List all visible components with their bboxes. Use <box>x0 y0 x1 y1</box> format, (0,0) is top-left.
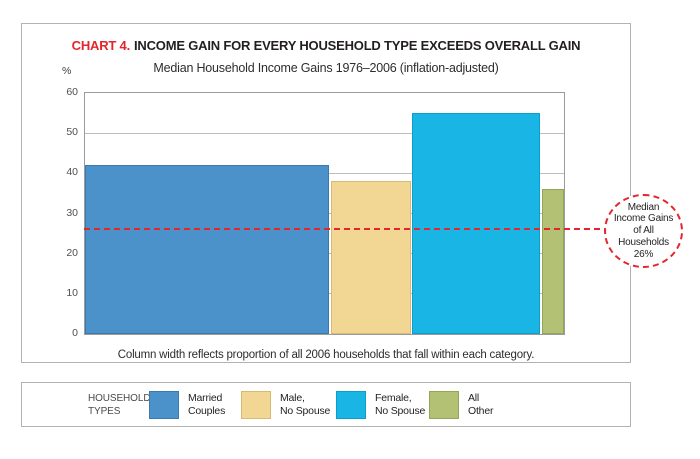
callout-line: Income Gains <box>613 213 674 225</box>
callout-line: Median <box>627 201 660 213</box>
bar-male-no-spouse <box>330 181 411 334</box>
legend-swatch-female-no-spouse <box>336 391 366 419</box>
legend-swatch-married-couples <box>149 391 179 419</box>
legend-title-line: TYPES <box>88 406 121 417</box>
y-tick-label-50: 50 <box>66 126 78 139</box>
y-tick-label-0: 0 <box>72 327 78 339</box>
legend-item-male-no-spouse: Male, No Spouse <box>241 391 330 419</box>
legend-item-married-couples: Married Couples <box>149 391 225 419</box>
y-tick-label-30: 30 <box>66 206 78 219</box>
plot-area <box>84 92 565 335</box>
legend-item-label: Married Couples <box>188 391 226 417</box>
chart-number: CHART 4. <box>71 38 131 53</box>
gridline-50 <box>85 132 564 134</box>
callout-line: of All <box>633 225 654 237</box>
legend-item-all-other: All Other <box>429 391 493 419</box>
callout-circle: Median Income Gains of All Households 26… <box>604 194 683 268</box>
y-tick-label-20: 20 <box>66 246 78 259</box>
legend-panel: HOUSEHOLD TYPES Married Couples Male, No… <box>21 382 631 427</box>
callout-line: Households <box>618 236 669 248</box>
footnote: Column width reflects proportion of all … <box>117 349 535 361</box>
callout-value: 26% <box>633 248 654 260</box>
chart-title-text: INCOME GAIN FOR EVERY HOUSEHOLD TYPE EXC… <box>134 38 581 53</box>
chart-title: CHART 4. INCOME GAIN FOR EVERY HOUSEHOLD … <box>22 38 630 53</box>
legend-item-female-no-spouse: Female, No Spouse <box>336 391 425 419</box>
chart-panel: CHART 4. INCOME GAIN FOR EVERY HOUSEHOLD … <box>21 23 631 363</box>
reference-line <box>84 227 611 230</box>
bar-married-couples <box>85 165 330 334</box>
bar-female-no-spouse <box>412 113 541 334</box>
legend-item-label: Male, No Spouse <box>280 391 331 417</box>
legend-title: HOUSEHOLD TYPES <box>88 392 151 418</box>
legend-item-label: Female, No Spouse <box>375 391 426 417</box>
y-axis-tick-labels: 0 10 20 30 40 50 60 <box>22 86 78 339</box>
legend-title-line: HOUSEHOLD <box>88 393 151 404</box>
legend-swatch-all-other <box>429 391 459 419</box>
legend-item-label: All Other <box>468 391 494 417</box>
y-tick-label-60: 60 <box>66 86 78 98</box>
chart-subtitle: Median Household Income Gains 1976–2006 … <box>153 61 499 75</box>
y-tick-label-10: 10 <box>66 286 78 299</box>
y-axis-unit-label: % <box>62 65 72 77</box>
y-tick-label-40: 40 <box>66 166 78 179</box>
bar-all-other <box>541 189 564 334</box>
legend-swatch-male-no-spouse <box>241 391 271 419</box>
